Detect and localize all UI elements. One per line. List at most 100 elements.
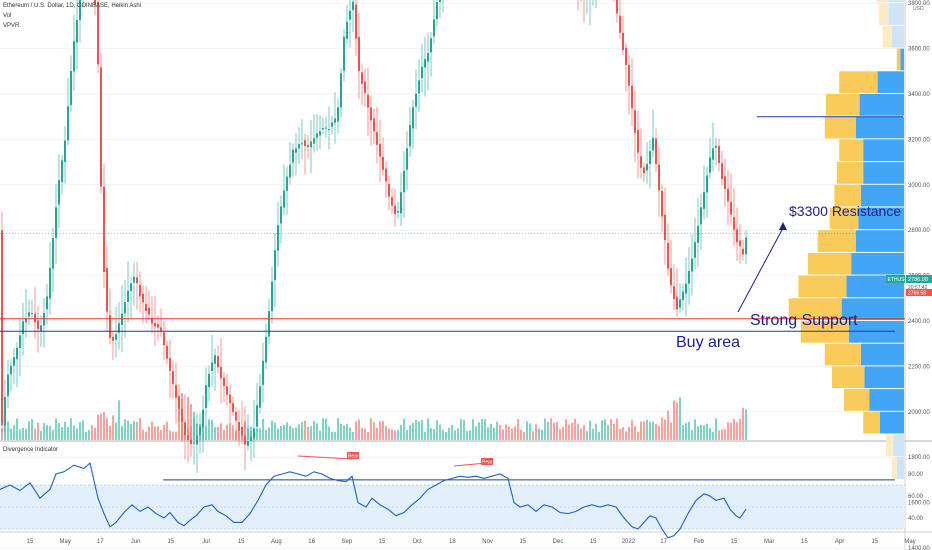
volume-bar	[298, 424, 300, 440]
resistance-label[interactable]: $3300 Resistance	[789, 203, 901, 219]
oscillator-axis[interactable]: 80.00 60.00 40.00	[908, 472, 924, 522]
vpvr-indicator-label[interactable]: VPVR	[3, 23, 20, 29]
candle-body	[145, 304, 147, 311]
volume-bar	[133, 421, 135, 440]
candle-body	[292, 149, 294, 163]
volume-bar	[286, 422, 288, 440]
trend-arrow[interactable]	[737, 222, 787, 313]
candle-body	[322, 127, 324, 130]
vol-indicator-label[interactable]: Vol	[3, 13, 12, 19]
volume-bar	[598, 431, 600, 440]
oscillator-label[interactable]: Divergence Indicator	[3, 447, 59, 453]
candle-body	[727, 188, 729, 202]
candle-body	[394, 205, 396, 215]
candle-body	[49, 267, 51, 299]
candlesticks	[1, 0, 747, 474]
candle-body	[697, 225, 699, 243]
vpvr-down-bar	[826, 94, 860, 116]
volume-bar	[499, 424, 501, 440]
volume-bar	[583, 425, 585, 440]
candle-body	[64, 140, 66, 162]
candle-body	[412, 107, 414, 129]
price-axis[interactable]: 5000.004800.004600.004400.004200.004000.…	[908, 0, 930, 550]
candle-body	[724, 176, 726, 190]
volume-bar	[511, 428, 513, 440]
candle-body	[205, 385, 207, 408]
candle-body	[13, 357, 15, 366]
volume-bar	[508, 426, 510, 440]
volume-bar	[319, 430, 321, 440]
candle-body	[385, 168, 387, 182]
volume-bar	[490, 424, 492, 440]
volume-bar	[421, 419, 423, 440]
volume-bar	[394, 430, 396, 440]
candle-body	[328, 129, 330, 131]
vpvr-up-bar	[860, 184, 904, 207]
volume-bar	[484, 418, 486, 440]
volume-bar	[334, 431, 336, 440]
candle-body	[214, 355, 216, 364]
vpvr-up-bar	[848, 321, 904, 343]
vpvr-up-bar	[863, 162, 904, 184]
volume-bar	[154, 426, 156, 440]
candle-body	[706, 175, 708, 193]
horizontal-levels[interactable]	[0, 0, 905, 481]
volume-bar	[295, 427, 297, 440]
ticker-badge-text: ETHUSD	[888, 277, 909, 283]
volume-bar	[25, 428, 27, 440]
candle-body	[277, 225, 279, 251]
volume-bar	[625, 431, 627, 440]
volume-bar	[670, 422, 672, 440]
volume-bar	[310, 426, 312, 440]
candle-body	[22, 321, 24, 335]
oscillator	[0, 461, 747, 539]
volume-bar	[355, 421, 357, 440]
candle-body	[67, 106, 69, 141]
volume-bar	[607, 424, 609, 440]
candle-body	[280, 206, 282, 224]
candle-body	[109, 315, 111, 338]
vpvr-up-bar	[892, 25, 904, 48]
candle-body	[34, 313, 36, 323]
vpvr-down-bar	[817, 230, 856, 252]
time-axis[interactable]: 15 May 17 Jun 15 Jul 15 Aug 16 Sep 15 Oct 18 Nov 15 Dec…	[27, 539, 916, 545]
buy-area-label[interactable]: Buy area	[676, 334, 740, 351]
volume-bar	[346, 424, 348, 440]
volume-bar	[49, 425, 51, 440]
volume-bar	[163, 424, 165, 440]
support-label[interactable]: Strong Support	[750, 312, 858, 329]
candle-body	[670, 268, 672, 286]
volume-bar	[532, 431, 534, 440]
candle-body	[400, 192, 402, 214]
volume-bar	[82, 420, 84, 440]
vpvr-up-bar	[887, 0, 904, 3]
volume-bar	[520, 429, 522, 440]
price-tick-label: 2000.00	[908, 410, 930, 416]
countdown-text: 20:57:42	[908, 285, 928, 291]
candle-body	[682, 291, 684, 301]
candle-body	[625, 47, 627, 65]
chart-title[interactable]: Ethereum / U.S. Dollar, 1D, COINBASE, He…	[3, 3, 142, 9]
candle-body	[409, 124, 411, 147]
volume-bar	[616, 418, 618, 440]
price-tick-label: 1400.00	[908, 546, 930, 550]
volume-bar	[397, 429, 399, 440]
candle-body	[241, 426, 243, 436]
candle-body	[97, 2, 99, 65]
candle-body	[685, 283, 687, 294]
volume-bar	[745, 409, 747, 440]
volume-bar	[331, 431, 333, 440]
candle-body	[70, 70, 72, 105]
bear-label-2[interactable]: Bear	[481, 458, 493, 466]
candle-body	[295, 148, 297, 153]
vpvr-down-bar	[892, 457, 897, 479]
volume-bar	[262, 418, 264, 440]
candle-body	[730, 201, 732, 215]
volume-bar	[364, 428, 366, 440]
volume-bar	[667, 410, 669, 440]
vpvr-up-bar	[856, 116, 904, 139]
secondary-price-text: 2766.58	[908, 291, 926, 297]
bear-label-1[interactable]: Bear	[347, 452, 359, 460]
